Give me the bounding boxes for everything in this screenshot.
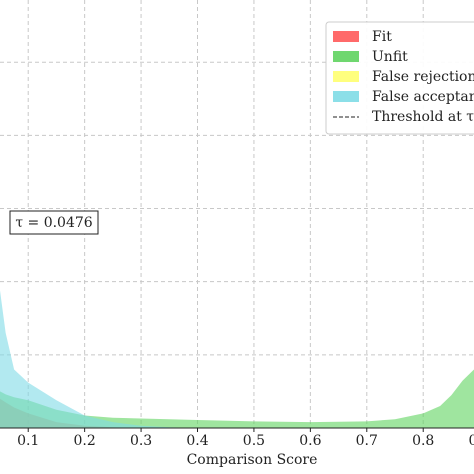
x-tick-label: 0.6 bbox=[299, 433, 321, 449]
legend-swatch bbox=[333, 31, 359, 42]
legend-swatch bbox=[333, 51, 359, 62]
x-tick-label: 0.3 bbox=[130, 433, 152, 449]
x-tick-label: 0.5 bbox=[243, 433, 265, 449]
legend-label: Threshold at τ bbox=[372, 109, 474, 125]
annotation: τ = 0.0476 bbox=[15, 215, 92, 231]
x-tick-label: 0.4 bbox=[186, 433, 208, 449]
legend-label: Fit bbox=[372, 29, 392, 45]
x-tick-label: 0.7 bbox=[356, 433, 378, 449]
legend bbox=[325, 21, 474, 135]
area bbox=[0, 290, 474, 428]
x-tick-label: 0.1 bbox=[17, 433, 39, 449]
annotation-box bbox=[9, 210, 99, 235]
legend-swatch bbox=[333, 91, 359, 102]
x-tick-label: 0.9 bbox=[469, 433, 474, 449]
x-tick-label: 0.2 bbox=[74, 433, 96, 449]
x-tick-label: 0.8 bbox=[412, 433, 434, 449]
legend-label: False acceptance bbox=[372, 89, 474, 105]
x-axis-label: Comparison Score bbox=[187, 452, 318, 468]
legend-label: Unfit bbox=[372, 49, 408, 65]
legend-swatch bbox=[333, 71, 359, 82]
legend-label: False rejection bbox=[372, 69, 474, 85]
